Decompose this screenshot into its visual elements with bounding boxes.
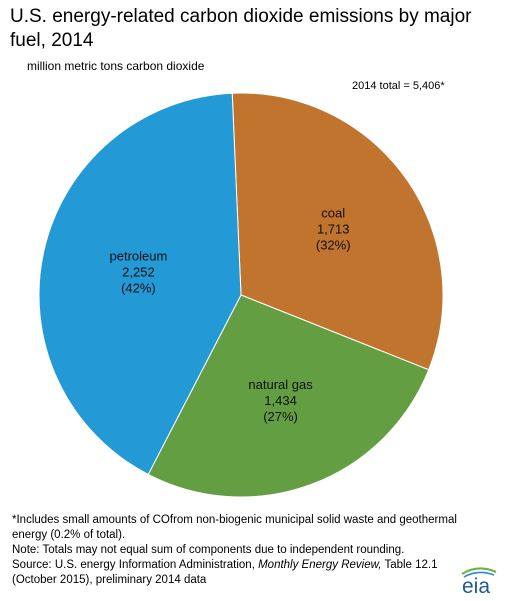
slice-label-value-petroleum: 2,252 — [122, 264, 155, 279]
pie-slice-coal — [231, 92, 444, 371]
pie-slice-petroleum — [38, 92, 242, 476]
source-suffix: Table 12.1 (October 2015), preliminary 2… — [12, 559, 438, 586]
pie-slice-natural-gas — [147, 294, 430, 498]
footnote-asterisk-prefix: *Includes small amounts of CO — [12, 514, 170, 526]
slice-label-name-coal: coal — [321, 205, 345, 220]
footnote-asterisk: *Includes small amounts of COfrom non-bi… — [12, 513, 467, 543]
source-publication: Monthly Energy Review, — [258, 559, 382, 571]
eia-logo-icon: eia — [458, 566, 500, 601]
slice-label-name-petroleum: petroleum — [110, 248, 168, 263]
chart-subtitle: million metric tons carbon dioxide — [27, 59, 205, 73]
slice-label-percent-petroleum: (42%) — [121, 280, 156, 295]
footnote-rounding: Note: Totals may not equal sum of compon… — [12, 544, 405, 556]
source-prefix: Source: U.S. energy Information Administ… — [12, 559, 259, 571]
slice-label-percent-natural-gas: (27%) — [263, 409, 298, 424]
slice-label-name-natural-gas: natural gas — [248, 377, 313, 392]
footnotes: *Includes small amounts of COfrom non-bi… — [12, 513, 467, 588]
pie-slices — [38, 92, 444, 498]
total-annotation: 2014 total = 5,406* — [352, 80, 445, 92]
svg-text:eia: eia — [462, 575, 490, 596]
chart-title: U.S. energy-related carbon dioxide emiss… — [10, 6, 472, 51]
footnote-source: Source: U.S. energy Information Administ… — [12, 558, 467, 588]
slice-label-percent-coal: (32%) — [316, 237, 351, 252]
slice-label-value-coal: 1,713 — [317, 221, 350, 236]
footnote-asterisk-suffix: from non-biogenic municipal solid waste … — [12, 514, 457, 541]
slice-label-value-natural-gas: 1,434 — [264, 393, 297, 408]
